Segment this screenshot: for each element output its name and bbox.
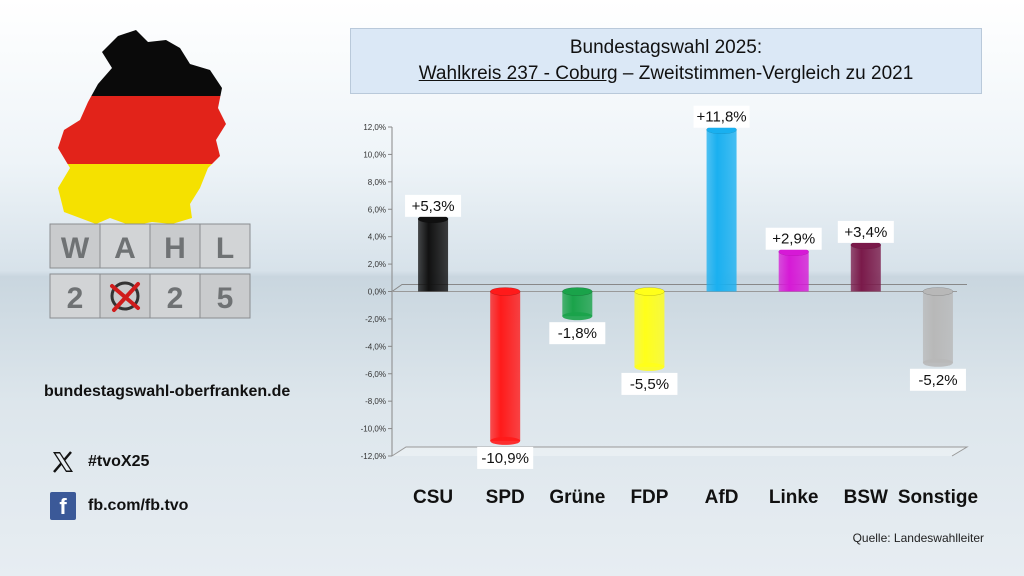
y-tick-label: 10,0% — [363, 150, 386, 159]
y-tick-label: -6,0% — [365, 370, 386, 379]
data-label-bg — [405, 194, 462, 217]
data-label-bg — [909, 368, 966, 391]
source-note: Quelle: Landeswahlleiter — [852, 531, 984, 545]
data-label: +3,4% — [844, 224, 887, 241]
category-label: FDP — [630, 487, 668, 508]
bar-csu — [418, 218, 449, 292]
data-label: -5,5% — [630, 376, 669, 393]
x-logo-icon — [50, 449, 76, 475]
bar-bsw — [850, 244, 881, 292]
category-label: Sonstige — [898, 487, 978, 508]
category-label: AfD — [705, 487, 739, 508]
data-label-bg — [621, 372, 678, 395]
bar-cap — [922, 287, 954, 296]
x-handle: #tvoX25 — [88, 453, 150, 470]
y-tick-label: 6,0% — [368, 205, 386, 214]
facebook-icon: f — [50, 492, 76, 520]
y-tick-label: 0,0% — [368, 288, 386, 297]
svg-text:2: 2 — [167, 282, 184, 315]
data-label-bg — [693, 105, 750, 128]
data-label-bg — [477, 446, 534, 469]
bar-cap — [562, 287, 593, 296]
data-label-bg — [549, 322, 606, 345]
y-tick-label: 12,0% — [363, 123, 386, 132]
data-label: +2,9% — [772, 231, 815, 248]
bar-cap — [634, 287, 665, 296]
chart-title-box: Bundestagswahl 2025: Wahlkreis 237 - Cob… — [350, 28, 982, 94]
constituency-name: Wahlkreis 237 - Coburg — [418, 63, 618, 84]
bar-afd — [706, 129, 737, 292]
category-label: SPD — [486, 487, 525, 508]
facebook-social-row[interactable]: f fb.com/fb.tvo — [50, 492, 189, 520]
data-label-bg — [837, 220, 894, 243]
bar-end — [634, 362, 665, 371]
bar-end — [562, 312, 593, 321]
bar-cap — [489, 287, 521, 296]
y-tick-label: 8,0% — [368, 178, 386, 187]
subtitle-rest: – Zweitstimmen-Vergleich zu 2021 — [617, 63, 914, 84]
y-tick-label: -8,0% — [365, 397, 386, 406]
svg-text:W: W — [61, 232, 90, 265]
data-label: -10,9% — [481, 450, 529, 467]
data-label-bg — [765, 227, 822, 250]
data-label: -1,8% — [558, 325, 597, 342]
zero-baseline — [391, 284, 967, 292]
category-label: CSU — [413, 487, 453, 508]
y-tick-label: 2,0% — [368, 260, 386, 269]
category-label: Grüne — [549, 487, 605, 508]
bar-end — [922, 358, 953, 367]
chart-subtitle: Wahlkreis 237 - Coburg – Zweitstimmen-Ve… — [351, 63, 981, 85]
svg-text:5: 5 — [217, 282, 234, 315]
x-social-row[interactable]: #tvoX25 — [50, 449, 149, 475]
data-label: +5,3% — [412, 198, 455, 215]
chart-title: Bundestagswahl 2025: — [569, 37, 763, 58]
y-tick-label: -2,0% — [365, 315, 386, 324]
website-link[interactable]: bundestagswahl-oberfranken.de — [44, 383, 291, 400]
category-label: Linke — [769, 487, 819, 508]
y-tick-label: -4,0% — [365, 342, 386, 351]
y-tick-label: -12,0% — [361, 452, 386, 461]
bar-end — [490, 436, 521, 445]
data-label: +11,8% — [696, 109, 746, 126]
svg-text:A: A — [114, 232, 136, 265]
chart-floor — [391, 446, 969, 457]
svg-text:L: L — [216, 232, 234, 265]
data-label: -5,2% — [918, 372, 957, 389]
bar-sonstige — [922, 291, 953, 363]
y-tick-label: -10,0% — [361, 425, 386, 434]
bar-fdp — [634, 291, 665, 367]
germany-map-ballot-cubes-logo: W A H L 2 2 5 — [49, 30, 251, 319]
bar-linke — [778, 251, 809, 292]
bar-grüne — [562, 291, 593, 317]
wahl-cubes: W A H L 2 2 5 — [49, 223, 251, 319]
category-label: BSW — [844, 487, 888, 508]
bar-spd — [490, 291, 521, 441]
facebook-link: fb.com/fb.tvo — [88, 497, 189, 514]
svg-text:H: H — [164, 232, 186, 265]
svg-text:2: 2 — [67, 282, 84, 315]
y-tick-label: 4,0% — [368, 233, 386, 242]
